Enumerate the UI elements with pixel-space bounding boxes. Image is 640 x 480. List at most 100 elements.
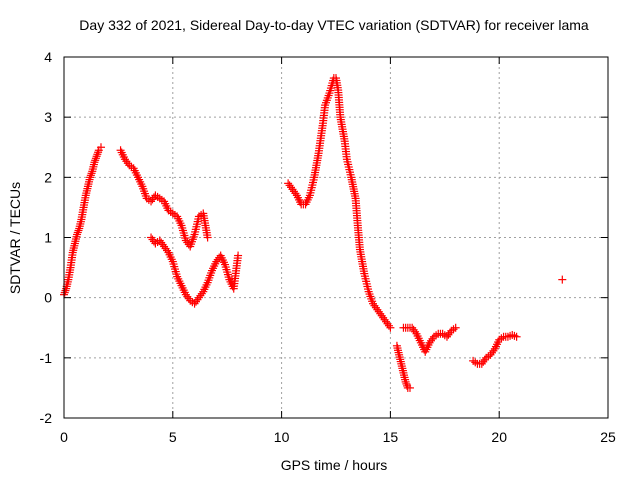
data-point [148, 235, 157, 244]
data-point [123, 159, 132, 168]
chart-title: Day 332 of 2021, Sidereal Day-to-day VTE… [79, 17, 589, 33]
data-point [91, 154, 100, 163]
data-point [405, 383, 414, 392]
data-point [86, 173, 95, 182]
y-tick-label: 3 [44, 109, 52, 125]
data-point [444, 330, 453, 339]
data-point [428, 334, 437, 343]
data-point [484, 352, 493, 361]
y-tick-label: 0 [44, 290, 52, 306]
x-tick-label: 25 [600, 429, 616, 445]
data-point [486, 350, 495, 359]
data-point [291, 189, 300, 198]
data-point [196, 291, 205, 300]
x-tick-label: 10 [274, 429, 290, 445]
data-point [192, 297, 201, 306]
data-point [148, 195, 157, 204]
data-point [371, 303, 380, 312]
data-point [161, 244, 170, 253]
data-point [449, 325, 458, 334]
data-point [147, 197, 156, 206]
data-point [373, 305, 382, 314]
data-point [285, 181, 294, 190]
data-point [120, 155, 129, 164]
data-point [427, 336, 436, 345]
data-point [384, 321, 393, 330]
data-point [477, 359, 486, 368]
data-point [158, 240, 167, 249]
data-point [194, 293, 203, 302]
axis-ticks: 0 5 10 15 20 25 -2 -1 0 1 2 3 4 [40, 49, 616, 445]
data-point [160, 242, 169, 251]
data-point [94, 148, 103, 157]
data-point [193, 295, 202, 304]
data-point [411, 327, 420, 336]
data-point [86, 171, 95, 180]
data-point [382, 317, 391, 326]
data-point [183, 238, 192, 247]
data-point [73, 228, 82, 237]
data-point [181, 290, 190, 299]
y-axis-label: SDTVAR / TECUs [7, 182, 23, 294]
data-point [370, 301, 379, 310]
x-axis-label: GPS time / hours [281, 457, 388, 473]
data-point [162, 246, 171, 255]
data-point [212, 257, 221, 266]
data-point [489, 346, 498, 355]
data-point [386, 323, 395, 332]
data-point [91, 156, 100, 165]
data-point [383, 319, 392, 328]
x-tick-label: 15 [383, 429, 399, 445]
data-point [503, 332, 512, 341]
data-point [90, 158, 99, 167]
data-point [442, 332, 451, 341]
data-point [445, 328, 454, 337]
data-point [380, 315, 389, 324]
data-points [60, 74, 567, 392]
data-point [190, 299, 199, 308]
data-point [409, 325, 418, 334]
data-point [288, 185, 297, 194]
data-point [93, 150, 102, 159]
data-point [508, 330, 517, 339]
data-point [368, 299, 377, 308]
data-point [61, 286, 70, 295]
data-point [92, 152, 101, 161]
data-point [471, 358, 480, 367]
data-point [122, 157, 131, 166]
data-point [480, 355, 489, 364]
data-point [183, 292, 192, 301]
data-point [96, 143, 105, 152]
data-point [289, 187, 298, 196]
data-point [155, 236, 164, 245]
data-point [379, 313, 388, 322]
data-point [74, 226, 83, 235]
data-point [284, 179, 293, 188]
y-tick-label: -1 [40, 350, 53, 366]
data-point [181, 236, 190, 245]
x-tick-label: 5 [169, 429, 177, 445]
data-point [451, 323, 460, 332]
data-point [234, 251, 243, 260]
data-point [432, 331, 441, 340]
data-point [479, 357, 488, 366]
data-point [376, 309, 385, 318]
data-point [197, 289, 206, 298]
data-point [374, 307, 383, 316]
data-point [487, 348, 496, 357]
data-point [157, 238, 166, 247]
data-point [402, 379, 411, 388]
data-point [203, 233, 212, 242]
grid [64, 57, 608, 418]
data-point [184, 294, 193, 303]
data-point [73, 230, 82, 239]
data-point [287, 183, 296, 192]
x-tick-label: 0 [60, 429, 68, 445]
data-point [558, 275, 567, 284]
data-point [425, 338, 434, 347]
data-point [87, 169, 96, 178]
y-tick-label: 4 [44, 49, 52, 65]
data-point [510, 331, 519, 340]
